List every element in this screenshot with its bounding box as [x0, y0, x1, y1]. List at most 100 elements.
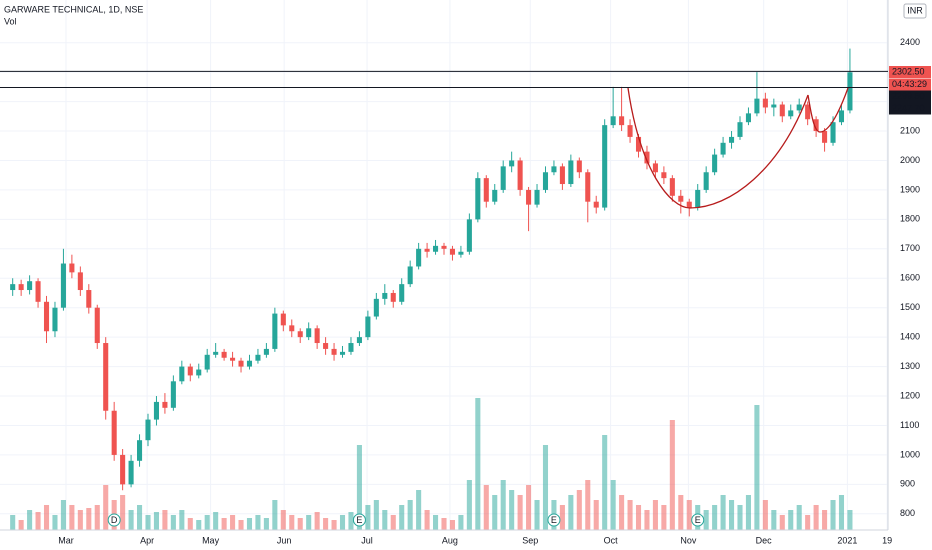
volume-bar — [822, 510, 828, 530]
volume-bar — [585, 480, 591, 530]
volume-bar — [847, 510, 853, 530]
candle-body — [720, 142, 726, 155]
volume-bar — [678, 495, 684, 530]
candle-body — [796, 104, 802, 111]
volume-bar — [568, 495, 574, 530]
candle-body — [678, 195, 684, 202]
volume-bar — [69, 505, 75, 530]
volume-bar — [128, 510, 134, 530]
volume-bar — [661, 505, 667, 530]
volume-bar — [382, 510, 388, 530]
candle-body — [179, 366, 185, 382]
candle-body — [813, 119, 819, 132]
volume-bar — [754, 405, 760, 530]
candle-body — [635, 136, 642, 152]
candle-body — [627, 125, 633, 137]
countdown-box — [889, 78, 931, 91]
volume-bar — [483, 485, 489, 530]
level-label: 2302.50 — [892, 66, 925, 76]
candle-body — [762, 98, 768, 108]
volume-bar — [779, 515, 785, 530]
currency-box[interactable] — [903, 3, 927, 19]
candle-body — [365, 316, 371, 338]
candle-body — [137, 440, 143, 461]
volume-bar — [399, 505, 405, 530]
volume-bar — [289, 515, 295, 530]
candle-body — [449, 248, 455, 255]
y-tick-label: 1600 — [900, 273, 920, 283]
candle-body — [729, 136, 735, 143]
volume-bar — [145, 515, 151, 530]
y-tick-label: 1000 — [900, 449, 920, 459]
volume-bar — [213, 512, 219, 530]
candle-body — [526, 189, 532, 205]
x-tick-label: Mar — [58, 535, 74, 545]
volume-bar — [323, 518, 329, 530]
candle-body — [686, 201, 692, 208]
volume-bar — [153, 512, 159, 530]
volume-bar — [365, 505, 371, 530]
volume-bar — [416, 490, 422, 530]
candle-body — [128, 460, 134, 485]
volume-bar — [737, 505, 743, 530]
candle-body — [551, 166, 557, 173]
candle-body — [52, 307, 58, 332]
candle-body — [111, 410, 117, 455]
candle-body — [458, 251, 464, 255]
volume-bar — [492, 495, 498, 530]
level-label-box — [889, 66, 931, 78]
candle-body — [568, 160, 574, 185]
volume-bar — [297, 518, 303, 530]
volume-bar — [348, 512, 354, 530]
candle-body — [542, 172, 549, 190]
volume-bar — [373, 500, 379, 530]
candle-body — [593, 201, 599, 208]
volume-bar — [652, 500, 658, 530]
level-label: 2247.70 — [892, 103, 925, 113]
volume-bar — [593, 500, 599, 530]
candle-body — [517, 160, 523, 190]
volume-bar — [813, 505, 819, 530]
volume-bar — [204, 515, 210, 530]
volume-bar — [729, 500, 735, 530]
volume-bar — [838, 495, 845, 530]
x-tick-label: May — [202, 535, 220, 545]
candle-body — [314, 328, 320, 344]
volume-bar — [339, 515, 346, 530]
volume-bar — [830, 500, 836, 530]
candle-body — [652, 163, 658, 173]
volume-bar — [94, 505, 100, 530]
volume-bar — [18, 520, 24, 530]
candle-body — [441, 245, 447, 249]
volume-bar — [272, 500, 278, 530]
candle-body — [238, 360, 244, 367]
volume-bar — [407, 500, 413, 530]
candle-body — [323, 343, 329, 349]
candle-body — [60, 263, 66, 308]
candle-body — [230, 357, 236, 361]
volume-bar — [52, 515, 58, 530]
candle-body — [162, 401, 168, 408]
candle-body — [619, 116, 625, 126]
candle-body — [306, 328, 312, 338]
candle-body — [695, 189, 701, 208]
candle-body — [754, 98, 760, 114]
y-tick-label: 1400 — [900, 332, 920, 342]
volume-bar — [559, 505, 565, 530]
candle-body — [585, 172, 591, 202]
volume-bar — [500, 480, 506, 530]
volume-bar — [526, 485, 532, 530]
event-marker — [107, 513, 121, 527]
volume-bar — [619, 495, 625, 530]
candle-body — [737, 122, 743, 137]
candle-body — [18, 284, 24, 291]
y-tick-label: 900 — [900, 479, 915, 489]
candle-body — [610, 116, 616, 126]
candle-body — [246, 360, 253, 367]
event-label: E — [356, 515, 362, 525]
y-tick-label: 2400 — [900, 37, 920, 47]
volume-bar — [762, 500, 768, 530]
volume-bar — [331, 520, 337, 530]
volume-bar — [60, 500, 66, 530]
